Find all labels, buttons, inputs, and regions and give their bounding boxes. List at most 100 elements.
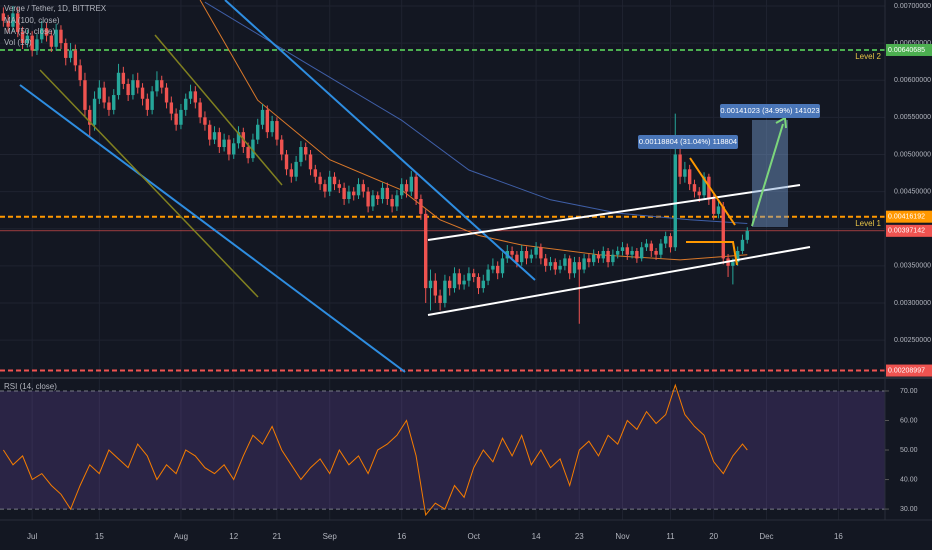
candle-body — [107, 102, 111, 110]
candle-body — [35, 39, 39, 51]
candle-body — [164, 87, 169, 103]
candle-body — [49, 35, 54, 47]
legend: Verge / Tether, 1D, BITTREX MA (100, clo… — [4, 4, 107, 391]
candle-body — [16, 13, 20, 32]
candle-body — [361, 184, 366, 192]
candle-body — [246, 147, 250, 159]
candle-body — [179, 109, 183, 125]
channel-line — [427, 246, 811, 316]
candle-body — [596, 254, 601, 259]
measure-label: 0.00141023 (34.99%) 141023 — [720, 106, 819, 115]
candle-body — [400, 184, 404, 196]
candle-body — [424, 213, 428, 289]
candle-body — [639, 247, 644, 259]
candle-body — [150, 91, 154, 110]
candle-body — [102, 87, 106, 103]
candle-body — [217, 132, 222, 148]
candle-body — [740, 239, 745, 251]
candle-body — [140, 87, 145, 99]
rsi-tick-label: 70.00 — [900, 388, 918, 395]
candle-body — [54, 29, 58, 47]
candle-body — [620, 247, 625, 251]
candle-body — [356, 184, 361, 196]
candle-body — [284, 154, 289, 170]
pattern-line — [686, 241, 738, 266]
candle-body — [256, 124, 260, 140]
candle-body — [44, 28, 49, 36]
candle-body — [323, 184, 327, 192]
candle-body — [126, 83, 130, 96]
candle-body — [553, 262, 557, 270]
candle-body — [352, 191, 356, 196]
candle-body — [716, 206, 721, 214]
candle-body — [534, 247, 538, 255]
candle-body — [160, 80, 164, 88]
rsi-pane — [0, 383, 885, 517]
x-tick-label: Dec — [759, 532, 773, 541]
candle-body — [500, 258, 505, 274]
level-tag — [886, 364, 932, 377]
candle-body — [409, 176, 414, 192]
candle-body — [529, 254, 533, 259]
candle-body — [486, 269, 490, 281]
trend-line — [224, 0, 536, 281]
candle-body — [222, 139, 226, 148]
candle-body — [64, 43, 68, 58]
channel-line — [427, 184, 801, 241]
candle-body — [654, 250, 658, 255]
candle-body — [342, 187, 346, 200]
candle-body — [428, 280, 433, 289]
candle-body — [121, 72, 126, 84]
candle-body — [745, 230, 749, 240]
candle-body — [467, 273, 471, 281]
candle-body — [601, 250, 605, 259]
rsi-tick-label: 30.00 — [900, 506, 918, 513]
candle-body — [227, 139, 231, 155]
candle-body — [697, 191, 701, 196]
candle-body — [1, 13, 6, 21]
candle-body — [289, 169, 294, 177]
candle-body — [519, 250, 524, 263]
candle-body — [683, 169, 687, 177]
candle-body — [404, 184, 409, 192]
y-tick-label: 0.00650000 — [894, 40, 931, 47]
candle-body — [376, 195, 380, 200]
candle-body — [275, 121, 279, 140]
candle-body — [59, 29, 63, 44]
rsi-tick-label: 40.00 — [900, 476, 918, 483]
level-name: Level 1 — [855, 219, 881, 228]
y-tick-label: 0.00500000 — [894, 151, 931, 158]
candle-body — [265, 109, 270, 133]
candle-body — [260, 109, 265, 125]
y-tick-label: 0.00700000 — [894, 3, 931, 10]
y-tick-label: 0.00350000 — [894, 263, 931, 270]
candle-body — [678, 154, 682, 177]
candle-body — [495, 265, 500, 274]
candle-body — [232, 143, 236, 155]
rsi-band — [0, 390, 885, 510]
candle-body — [711, 199, 716, 214]
candle-body — [73, 50, 78, 66]
candle-body — [481, 280, 485, 289]
legend-entry: MA (50, close) — [4, 27, 55, 36]
measure-box — [720, 104, 820, 118]
candle-body — [212, 132, 217, 140]
candle-body — [438, 295, 442, 303]
candle-body — [366, 191, 370, 207]
candle-body — [572, 262, 577, 274]
candle-body — [40, 28, 44, 40]
candle-body — [687, 169, 692, 185]
candle-body — [390, 199, 394, 207]
candle-body — [203, 117, 207, 125]
candle-body — [332, 176, 337, 185]
x-tick-label: 21 — [272, 532, 281, 541]
level-value: 0.00640685 — [888, 47, 925, 54]
rsi-tick-label: 50.00 — [900, 447, 918, 454]
candle-body — [380, 187, 385, 200]
candle-body — [731, 262, 735, 266]
candle-body — [131, 80, 135, 96]
candle-body — [270, 121, 274, 133]
candle-body — [193, 91, 198, 103]
candle-body — [294, 161, 298, 177]
